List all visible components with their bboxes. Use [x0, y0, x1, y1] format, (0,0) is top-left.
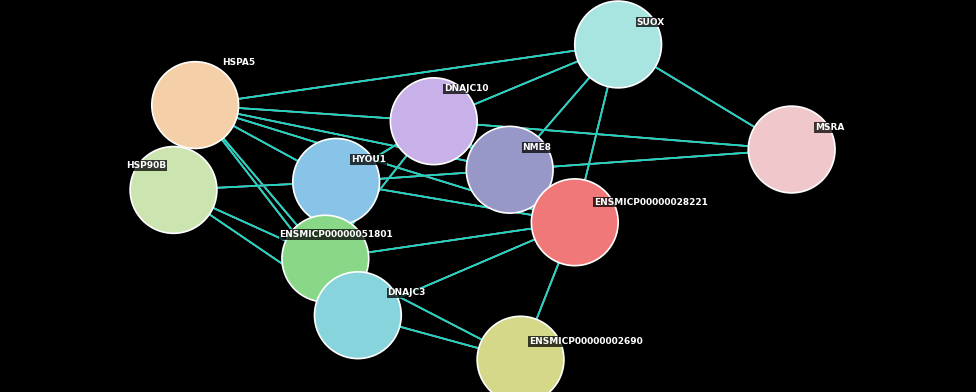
Ellipse shape — [749, 106, 835, 193]
Ellipse shape — [282, 215, 369, 302]
Text: MSRA: MSRA — [815, 123, 844, 132]
Ellipse shape — [314, 272, 401, 359]
Text: ENSMICP00000051801: ENSMICP00000051801 — [279, 230, 393, 239]
Ellipse shape — [293, 138, 380, 225]
Ellipse shape — [531, 179, 618, 266]
Text: HSP90B: HSP90B — [126, 161, 167, 170]
Text: DNAJC3: DNAJC3 — [387, 289, 426, 298]
Text: HSPA5: HSPA5 — [222, 58, 255, 67]
Ellipse shape — [477, 316, 564, 392]
Ellipse shape — [390, 78, 477, 165]
Text: ENSMICP00000028221: ENSMICP00000028221 — [593, 198, 708, 207]
Ellipse shape — [152, 62, 238, 149]
Text: HYOU1: HYOU1 — [351, 155, 386, 164]
Text: NME8: NME8 — [522, 143, 551, 152]
Text: SUOX: SUOX — [636, 18, 665, 27]
Text: DNAJC10: DNAJC10 — [444, 84, 489, 93]
Text: ENSMICP00000002690: ENSMICP00000002690 — [529, 337, 642, 346]
Ellipse shape — [467, 126, 553, 213]
Ellipse shape — [575, 1, 662, 88]
Ellipse shape — [130, 147, 217, 233]
